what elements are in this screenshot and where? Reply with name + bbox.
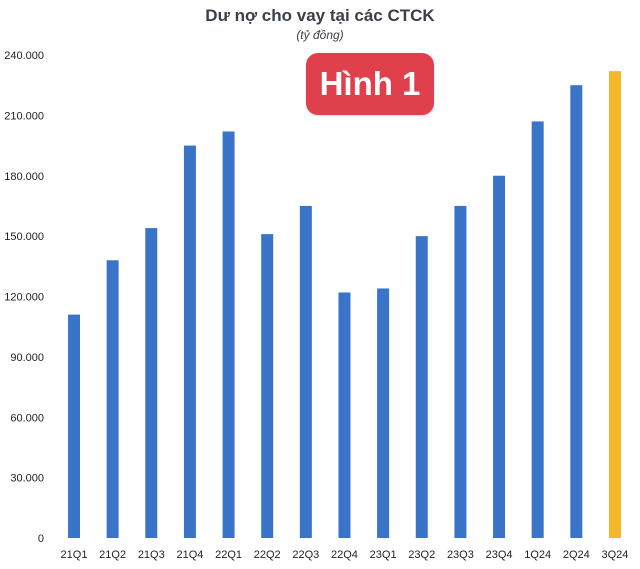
bar <box>608 71 621 538</box>
bar <box>570 85 583 538</box>
bar <box>145 228 158 538</box>
bar <box>338 292 351 538</box>
bar <box>106 260 119 538</box>
bar <box>454 205 467 538</box>
bar <box>261 234 274 539</box>
y-tick-label: 60.000 <box>10 412 44 424</box>
y-tick-label: 120.000 <box>4 292 44 304</box>
x-tick-label: 3Q24 <box>601 549 628 561</box>
x-tick-label: 22Q4 <box>331 549 358 561</box>
y-tick-label: 180.000 <box>4 171 44 183</box>
y-tick-label: 30.000 <box>10 473 44 485</box>
bars <box>68 71 621 539</box>
x-tick-label: 22Q3 <box>292 549 319 561</box>
x-axis: 21Q1 21Q2 21Q3 21Q4 22Q1 22Q2 22Q3 22Q4 23Q1 23Q2… <box>61 549 629 561</box>
bar <box>415 236 428 538</box>
bar <box>493 175 506 538</box>
bar <box>183 145 196 538</box>
x-tick-label: 2Q24 <box>563 549 590 561</box>
x-tick-label: 1Q24 <box>524 549 551 561</box>
bar <box>68 314 80 538</box>
x-tick-label: 22Q1 <box>215 549 242 561</box>
y-tick-label: 150.000 <box>4 231 44 243</box>
chart-subtitle: (tỷ đồng) <box>296 28 344 42</box>
x-tick-label: 23Q2 <box>408 549 435 561</box>
bar <box>222 131 235 538</box>
x-tick-label: 21Q1 <box>61 549 88 561</box>
y-tick-label: 210.000 <box>4 110 44 122</box>
bar <box>299 205 312 538</box>
x-tick-label: 23Q3 <box>447 549 474 561</box>
figure-badge: Hình 1 <box>306 53 434 115</box>
x-tick-label: 22Q2 <box>254 549 281 561</box>
y-tick-label: 90.000 <box>10 352 44 364</box>
x-tick-label: 21Q4 <box>176 549 203 561</box>
chart-title: Dư nợ cho vay tại các CTCK <box>205 6 435 25</box>
y-axis: 0 30.000 60.000 90.000 120.000 150.000 180.000… <box>4 50 44 545</box>
bar <box>377 288 390 538</box>
y-tick-label: 0 <box>38 533 44 545</box>
y-tick-label: 240.000 <box>4 50 44 62</box>
x-tick-label: 23Q4 <box>486 549 513 561</box>
x-tick-label: 21Q3 <box>138 549 165 561</box>
x-tick-label: 23Q1 <box>370 549 397 561</box>
bar <box>531 121 544 538</box>
x-tick-label: 21Q2 <box>99 549 126 561</box>
